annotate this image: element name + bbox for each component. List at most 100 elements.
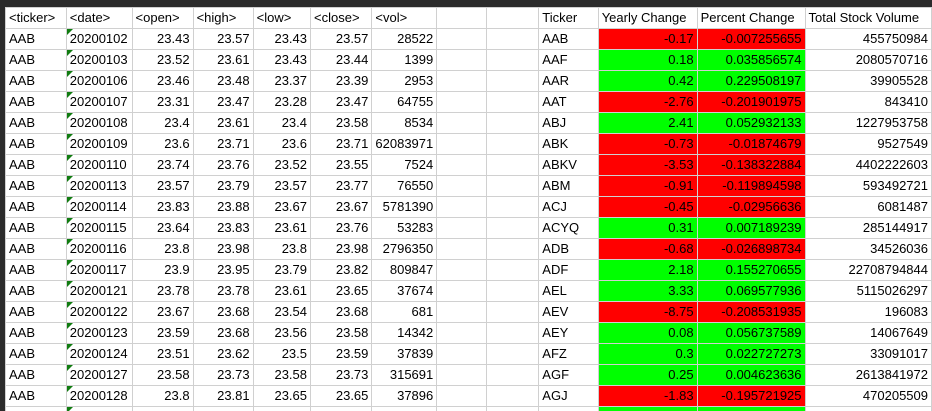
ticker-cell[interactable]: AAB	[5, 133, 67, 155]
price-cell[interactable]: 23.74	[131, 154, 194, 176]
price-cell[interactable]: 8534	[371, 112, 438, 134]
price-cell[interactable]: 23.79	[252, 259, 312, 281]
price-cell[interactable]: 23.59	[131, 322, 194, 344]
source-header-cell[interactable]: <date>	[65, 7, 133, 29]
ticker-cell[interactable]: AAB	[5, 70, 67, 92]
yearly-change-cell[interactable]: 0.08	[597, 322, 698, 344]
total-volume-cell[interactable]: 34526036	[804, 238, 932, 260]
date-cell[interactable]: 20200127	[65, 364, 133, 386]
price-cell[interactable]: 37839	[371, 343, 438, 365]
price-cell[interactable]: 2953	[371, 70, 438, 92]
price-cell[interactable]: 23.73	[310, 364, 373, 386]
summary-ticker-cell[interactable]: AEL	[538, 280, 599, 302]
cell-table[interactable]: <ticker> <date> <open> <high> <low> <close> <v…	[5, 7, 932, 411]
summary-ticker-cell[interactable]: ABM	[538, 175, 599, 197]
date-cell[interactable]: 20200117	[65, 259, 133, 281]
price-cell[interactable]: 23.8	[252, 238, 312, 260]
percent-change-cell[interactable]: -0.026898734	[696, 238, 806, 260]
price-cell[interactable]: 23.98	[192, 238, 254, 260]
empty-cell[interactable]	[436, 385, 487, 407]
source-header-cell[interactable]: <close>	[310, 7, 373, 29]
price-cell[interactable]: 23.68	[310, 301, 373, 323]
price-cell[interactable]: 23.58	[131, 364, 194, 386]
empty-cell[interactable]	[485, 301, 540, 323]
date-cell[interactable]: 20200109	[65, 133, 133, 155]
summary-ticker-cell[interactable]: AAT	[538, 91, 599, 113]
empty-cell[interactable]	[485, 70, 540, 92]
empty-cell[interactable]	[485, 364, 540, 386]
price-cell[interactable]: 23.58	[252, 364, 312, 386]
price-cell[interactable]: 23.61	[192, 112, 254, 134]
percent-change-cell[interactable]: -0.195721925	[696, 385, 806, 407]
price-cell[interactable]: 23.57	[192, 28, 254, 50]
empty-cell[interactable]	[436, 238, 487, 260]
total-volume-cell[interactable]: 9527549	[804, 133, 932, 155]
ticker-cell[interactable]: AAB	[5, 301, 67, 323]
price-cell[interactable]: 64755	[371, 91, 438, 113]
empty-cell[interactable]	[436, 196, 487, 218]
price-cell[interactable]: 53283	[371, 217, 438, 239]
total-volume-cell[interactable]: 2613841972	[804, 364, 932, 386]
percent-change-cell[interactable]: 0.004623636	[696, 364, 806, 386]
empty-cell[interactable]	[436, 280, 487, 302]
price-cell[interactable]: 23.31	[131, 91, 194, 113]
price-cell[interactable]: 23.43	[131, 28, 194, 50]
percent-change-cell[interactable]: -0.201901975	[696, 91, 806, 113]
yearly-change-cell[interactable]: 2.18	[597, 259, 698, 281]
price-cell[interactable]: 23.64	[131, 217, 194, 239]
date-cell[interactable]: 20200108	[65, 112, 133, 134]
price-cell[interactable]: 23.48	[192, 70, 254, 92]
empty-cell[interactable]	[436, 406, 487, 411]
date-cell[interactable]: 20200129	[65, 406, 133, 411]
yearly-change-cell[interactable]: -0.91	[597, 175, 698, 197]
empty-cell[interactable]	[436, 154, 487, 176]
price-cell[interactable]: 62083971	[371, 133, 438, 155]
price-cell[interactable]: 23.57	[131, 175, 194, 197]
date-cell[interactable]: 20200107	[65, 91, 133, 113]
price-cell[interactable]: 315691	[371, 364, 438, 386]
price-cell[interactable]: 23.55	[310, 154, 373, 176]
summary-ticker-cell[interactable]: AAR	[538, 70, 599, 92]
price-cell[interactable]: 23.67	[131, 301, 194, 323]
price-cell[interactable]: 23.57	[252, 175, 312, 197]
summary-ticker-cell[interactable]: AEY	[538, 322, 599, 344]
total-volume-cell[interactable]: 1227953758	[804, 112, 932, 134]
ticker-cell[interactable]: AAB	[5, 343, 67, 365]
date-cell[interactable]: 20200128	[65, 385, 133, 407]
price-cell[interactable]: 23.58	[310, 322, 373, 344]
total-volume-cell[interactable]: 285144917	[804, 217, 932, 239]
date-cell[interactable]: 20200116	[65, 238, 133, 260]
percent-change-cell[interactable]: -0.119894598	[696, 175, 806, 197]
price-cell[interactable]: 23.77	[310, 175, 373, 197]
price-cell[interactable]: 23.59	[310, 406, 373, 411]
price-cell[interactable]: 23.8	[131, 238, 194, 260]
summary-ticker-cell[interactable]: ABKV	[538, 154, 599, 176]
yearly-change-cell[interactable]: 2.41	[597, 112, 698, 134]
row-header-strip[interactable]	[0, 7, 5, 411]
total-volume-cell[interactable]: 289582207	[804, 406, 932, 411]
source-header-cell[interactable]: <low>	[252, 7, 312, 29]
percent-change-cell[interactable]: 0.035856574	[696, 49, 806, 71]
price-cell[interactable]: 23.64	[131, 406, 194, 411]
empty-cell[interactable]	[485, 49, 540, 71]
summary-ticker-cell[interactable]: ABJ	[538, 112, 599, 134]
price-cell[interactable]: 23.67	[252, 196, 312, 218]
empty-cell[interactable]	[436, 91, 487, 113]
yearly-change-cell[interactable]: 0.26	[597, 406, 698, 411]
ticker-cell[interactable]: AAB	[5, 238, 67, 260]
price-cell[interactable]: 23.9	[131, 259, 194, 281]
percent-change-cell[interactable]: 0.056737589	[696, 322, 806, 344]
source-header-cell[interactable]: <vol>	[371, 7, 438, 29]
price-cell[interactable]: 23.57	[310, 28, 373, 50]
price-cell[interactable]: 23.47	[310, 91, 373, 113]
price-cell[interactable]: 23.67	[310, 196, 373, 218]
empty-cell[interactable]	[485, 91, 540, 113]
total-volume-cell[interactable]: 843410	[804, 91, 932, 113]
price-cell[interactable]: 23.73	[192, 364, 254, 386]
price-cell[interactable]: 76550	[371, 175, 438, 197]
percent-change-cell[interactable]: -0.02956636	[696, 196, 806, 218]
yearly-change-cell[interactable]: -8.75	[597, 301, 698, 323]
price-cell[interactable]: 2796350	[371, 238, 438, 260]
price-cell[interactable]: 37674	[371, 280, 438, 302]
empty-cell[interactable]	[436, 133, 487, 155]
